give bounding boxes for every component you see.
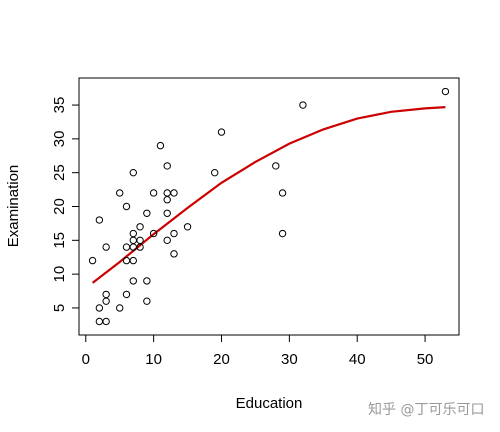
- data-point: [170, 229, 178, 238]
- data-point: [129, 168, 137, 177]
- data-point: [88, 256, 97, 265]
- x-tick-label: 50: [417, 351, 434, 368]
- data-point: [116, 304, 124, 312]
- y-tick-label: 25: [51, 164, 68, 181]
- data-point: [170, 250, 178, 258]
- watermark: 知乎 @丁可乐可口: [368, 402, 485, 418]
- y-tick-label: 30: [51, 131, 68, 148]
- data-point: [95, 317, 104, 326]
- data-point: [116, 189, 124, 197]
- x-tick-label: 0: [82, 351, 90, 368]
- data-point: [122, 256, 131, 265]
- data-point: [136, 236, 144, 245]
- data-point: [143, 209, 151, 217]
- x-tick-label: 10: [145, 351, 162, 368]
- data-point: [149, 229, 158, 238]
- data-point: [278, 189, 287, 197]
- data-point: [163, 236, 171, 245]
- data-point: [183, 223, 192, 231]
- data-point: [129, 243, 137, 251]
- data-point: [102, 290, 110, 299]
- x-tick-label: 30: [281, 351, 298, 368]
- data-point: [95, 216, 104, 224]
- data-point: [122, 202, 131, 211]
- data-point: [163, 209, 171, 217]
- data-point: [136, 223, 144, 231]
- data-point: [122, 243, 131, 251]
- y-tick-label: 20: [51, 198, 68, 215]
- x-tick-label: 40: [349, 351, 366, 368]
- y-tick-label: 10: [51, 266, 68, 283]
- data-point: [143, 297, 151, 305]
- y-tick-label: 15: [51, 232, 68, 249]
- x-axis: 0 10 20 30 40 50: [82, 334, 434, 368]
- x-axis-title: Education: [236, 395, 303, 412]
- data-point: [129, 236, 137, 245]
- data-point: [129, 229, 137, 238]
- data-point: [156, 141, 165, 150]
- y-axis-title: Examination: [5, 165, 22, 248]
- data-point: [170, 189, 178, 197]
- y-axis: 5 10 15 20 25 30 35: [51, 97, 80, 312]
- data-point: [129, 256, 137, 265]
- data-point: [122, 290, 131, 299]
- data-point: [102, 243, 110, 251]
- plot-frame: [78, 77, 460, 336]
- data-points: [88, 87, 450, 326]
- data-point: [217, 128, 226, 136]
- data-point: [272, 162, 280, 170]
- data-point: [143, 277, 151, 285]
- data-point: [163, 196, 171, 204]
- y-tick-label: 35: [51, 97, 68, 114]
- fit-curve: [91, 106, 446, 284]
- data-point: [211, 168, 219, 177]
- y-tick-label: 5: [51, 304, 68, 312]
- data-point: [129, 277, 137, 285]
- data-point: [441, 87, 450, 96]
- data-point: [278, 229, 287, 238]
- data-point: [163, 162, 171, 170]
- data-point: [149, 189, 158, 197]
- data-point: [163, 189, 171, 197]
- data-point: [102, 317, 110, 326]
- data-point: [299, 101, 307, 109]
- data-point: [95, 304, 104, 312]
- x-tick-label: 20: [213, 351, 230, 368]
- data-point: [102, 297, 110, 305]
